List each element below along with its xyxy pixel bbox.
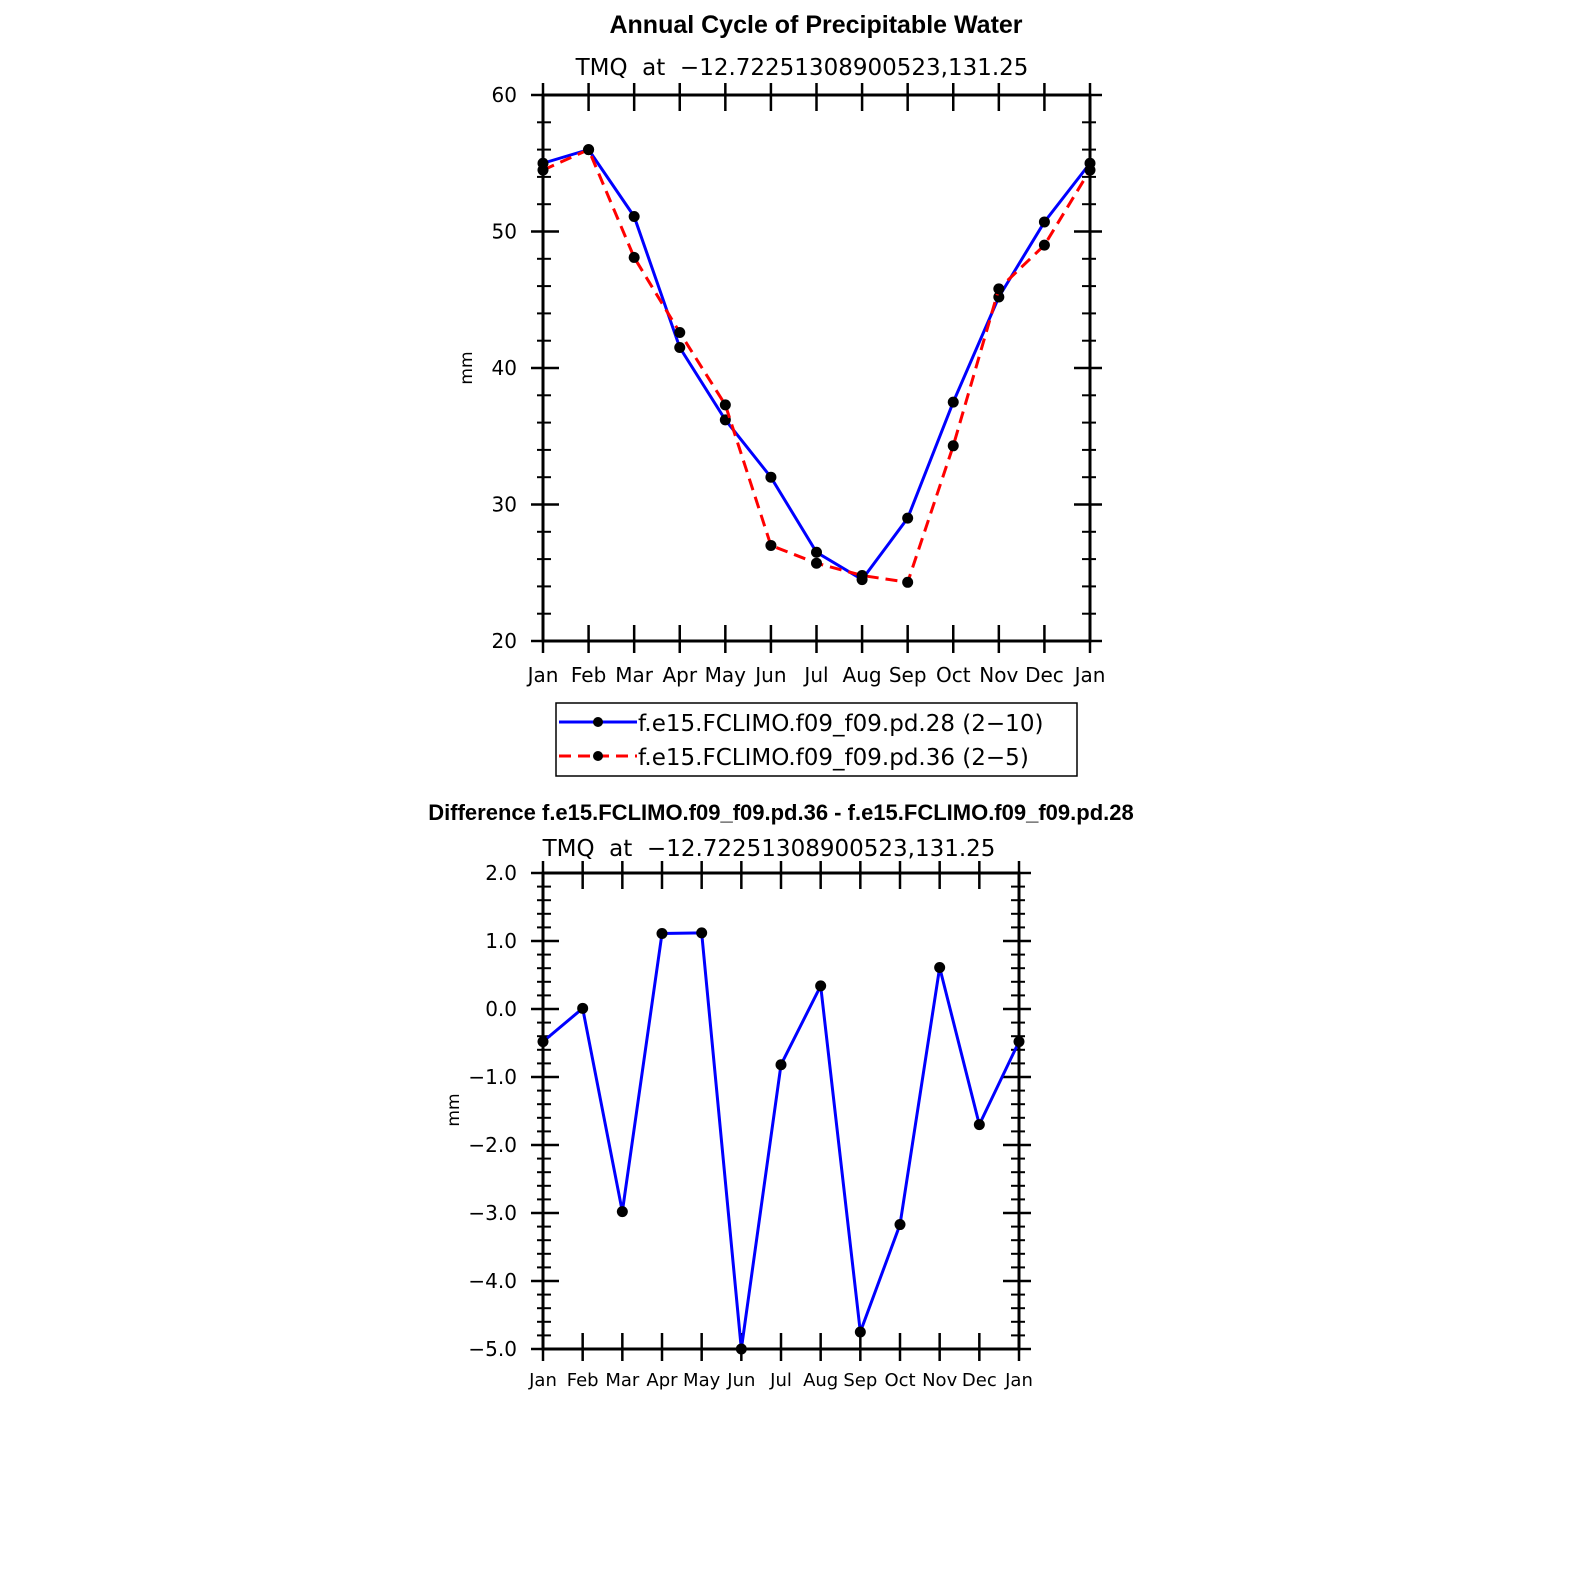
legend-label-1: f.e15.FCLIMO.f09_f09.pd.28 (2−10)	[638, 711, 1043, 737]
chart1-subtitle: TMQ at −12.72251308900523,131.25	[575, 55, 1029, 81]
series-1-point	[674, 342, 686, 354]
y-tick-label: 1.0	[485, 929, 517, 953]
series-1-point	[577, 1002, 589, 1014]
x-tick-label: Sep	[889, 663, 927, 687]
x-tick-label: Sep	[843, 1370, 877, 1391]
y-tick-label: 40	[492, 356, 517, 380]
series-2-point	[674, 327, 686, 339]
series-line-2	[542, 147, 1092, 584]
series-1-point	[775, 1059, 787, 1071]
series-2-point	[719, 399, 731, 411]
x-tick-label: Aug	[803, 1370, 838, 1391]
series-1-point	[894, 1219, 906, 1231]
series-1-point	[616, 1206, 628, 1218]
y-tick-label: −2.0	[468, 1133, 517, 1157]
x-tick-label: Jun	[726, 1370, 755, 1391]
x-tick-label: Mar	[605, 1370, 640, 1391]
y-tick-label: 60	[492, 83, 517, 107]
x-tick-label: Apr	[662, 663, 697, 687]
series-2-point	[811, 557, 822, 569]
series-2-point	[628, 251, 640, 263]
x-tick-label: Jul	[802, 663, 828, 687]
x-tick-label: Aug	[843, 663, 882, 687]
x-tick-label: Oct	[884, 1370, 915, 1391]
series-line-1	[542, 931, 1021, 1350]
x-tick-label: Mar	[615, 663, 654, 687]
series-1-point	[973, 1119, 985, 1131]
series-2-point	[902, 576, 914, 588]
x-tick-label: Apr	[646, 1370, 678, 1391]
x-tick-label: May	[683, 1370, 721, 1391]
annual-cycle-chart: Annual Cycle of Precipitable Water TMQ a…	[457, 11, 1106, 777]
series-1-point	[765, 471, 777, 483]
y-tick-label: 30	[492, 493, 517, 517]
y-tick-label: −3.0	[468, 1201, 517, 1225]
chart1-legend: f.e15.FCLIMO.f09_f09.pd.28 (2−10) f.e15.…	[555, 702, 1078, 777]
y-tick-label: 2.0	[485, 861, 517, 885]
legend-box	[555, 702, 1078, 777]
y-tick-label: 0.0	[485, 997, 517, 1021]
series-2-point	[856, 569, 868, 581]
x-tick-label: Dec	[1025, 663, 1064, 687]
chart1-title: Annual Cycle of Precipitable Water	[609, 11, 1022, 39]
x-tick-label: Jun	[753, 663, 786, 687]
series-line-1	[542, 147, 1092, 582]
series-2-point	[1038, 239, 1050, 251]
y-tick-label: −4.0	[468, 1269, 517, 1293]
x-tick-label: Jan	[526, 663, 559, 687]
series-1-point	[947, 396, 959, 408]
legend-entry-1: f.e15.FCLIMO.f09_f09.pd.28 (2−10)	[559, 711, 1043, 737]
difference-chart: Difference f.e15.FCLIMO.f09_f09.pd.36 - …	[428, 800, 1133, 1391]
legend-label-2: f.e15.FCLIMO.f09_f09.pd.36 (2−5)	[638, 745, 1029, 771]
y-tick-label: −1.0	[468, 1065, 517, 1089]
series-1-point	[696, 927, 708, 939]
chart1-plot-frame	[541, 93, 1092, 643]
y-tick-label: 20	[492, 629, 517, 653]
series-2-point	[765, 539, 777, 551]
series-1-point	[656, 928, 668, 940]
chart1-ylabel: mm	[457, 351, 477, 384]
legend-entry-2: f.e15.FCLIMO.f09_f09.pd.36 (2−5)	[559, 745, 1029, 771]
series-1-point	[854, 1326, 866, 1338]
series-2-point	[583, 144, 595, 156]
chart2-ylabel: mm	[444, 1093, 464, 1126]
legend-marker-2	[593, 751, 603, 761]
x-tick-label: Oct	[936, 663, 971, 687]
series-1-point	[628, 210, 640, 222]
x-tick-label: Feb	[571, 663, 606, 687]
x-tick-label: Jan	[528, 1370, 557, 1391]
y-tick-label: −5.0	[468, 1337, 517, 1361]
series-1-point	[815, 980, 827, 992]
series-2-point	[993, 283, 1005, 295]
series-1-point	[902, 512, 914, 524]
chart2-plot-frame	[541, 871, 1021, 1351]
x-tick-label: Jul	[769, 1370, 792, 1391]
x-tick-label: Feb	[567, 1370, 599, 1391]
y-tick-label: 50	[492, 220, 517, 244]
series-1-point	[1038, 216, 1050, 228]
x-tick-label: Nov	[922, 1370, 957, 1391]
x-tick-label: Dec	[962, 1370, 997, 1391]
series-1-point	[934, 962, 946, 974]
legend-marker-1	[593, 717, 603, 727]
x-tick-label: May	[705, 663, 747, 687]
x-tick-label: Nov	[979, 663, 1018, 687]
series-1-point	[811, 546, 822, 558]
x-tick-label: Jan	[1004, 1370, 1033, 1391]
chart2-title: Difference f.e15.FCLIMO.f09_f09.pd.36 - …	[428, 800, 1133, 825]
chart2-subtitle: TMQ at −12.72251308900523,131.25	[542, 836, 996, 862]
x-tick-label: Jan	[1073, 663, 1106, 687]
series-2-point	[947, 440, 959, 452]
